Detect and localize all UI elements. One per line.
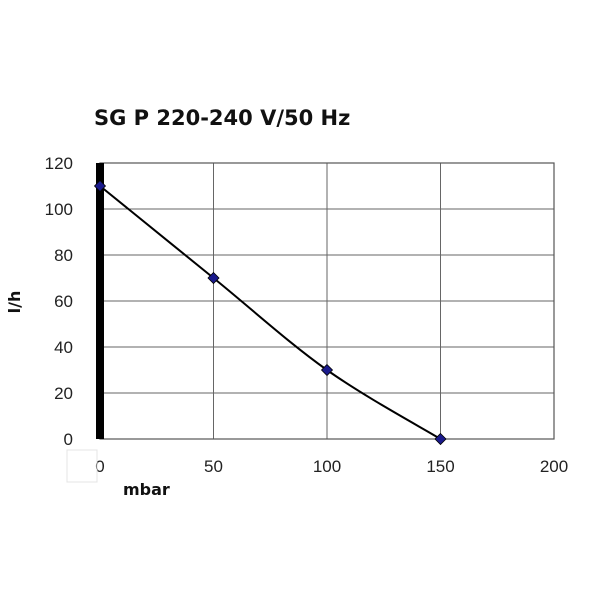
x-tick-label: 200 <box>540 457 568 476</box>
reference-bar <box>96 163 104 439</box>
series-line <box>99 185 442 440</box>
x-tick-label: 100 <box>313 457 341 476</box>
y-tick-label: 20 <box>54 384 73 403</box>
y-tick-label: 80 <box>54 246 73 265</box>
data-point <box>93 179 107 193</box>
data-point <box>434 432 447 446</box>
y-tick-label: 100 <box>45 200 73 219</box>
y-tick-labels: 0 20 40 60 80 100 120 <box>45 154 73 449</box>
y-tick-label: 40 <box>54 338 73 357</box>
x-tick-label: 50 <box>204 457 223 476</box>
x-tick-labels: 0 50 100 150 200 <box>95 457 568 476</box>
y-tick-label: 120 <box>45 154 73 173</box>
chart-title: SG P 220-240 V/50 Hz <box>94 106 350 130</box>
legend-key-box <box>66 449 98 483</box>
y-axis-label: l/h <box>5 291 24 314</box>
data-point <box>207 271 220 285</box>
grid <box>99 162 555 440</box>
x-axis-label: mbar <box>123 480 170 499</box>
y-tick-label: 0 <box>64 430 73 449</box>
x-tick-label: 150 <box>426 457 454 476</box>
y-tick-label: 60 <box>54 292 73 311</box>
reference-line <box>96 163 104 439</box>
x-tick-label: 0 <box>95 457 104 476</box>
series <box>93 179 447 446</box>
data-point <box>320 363 334 377</box>
